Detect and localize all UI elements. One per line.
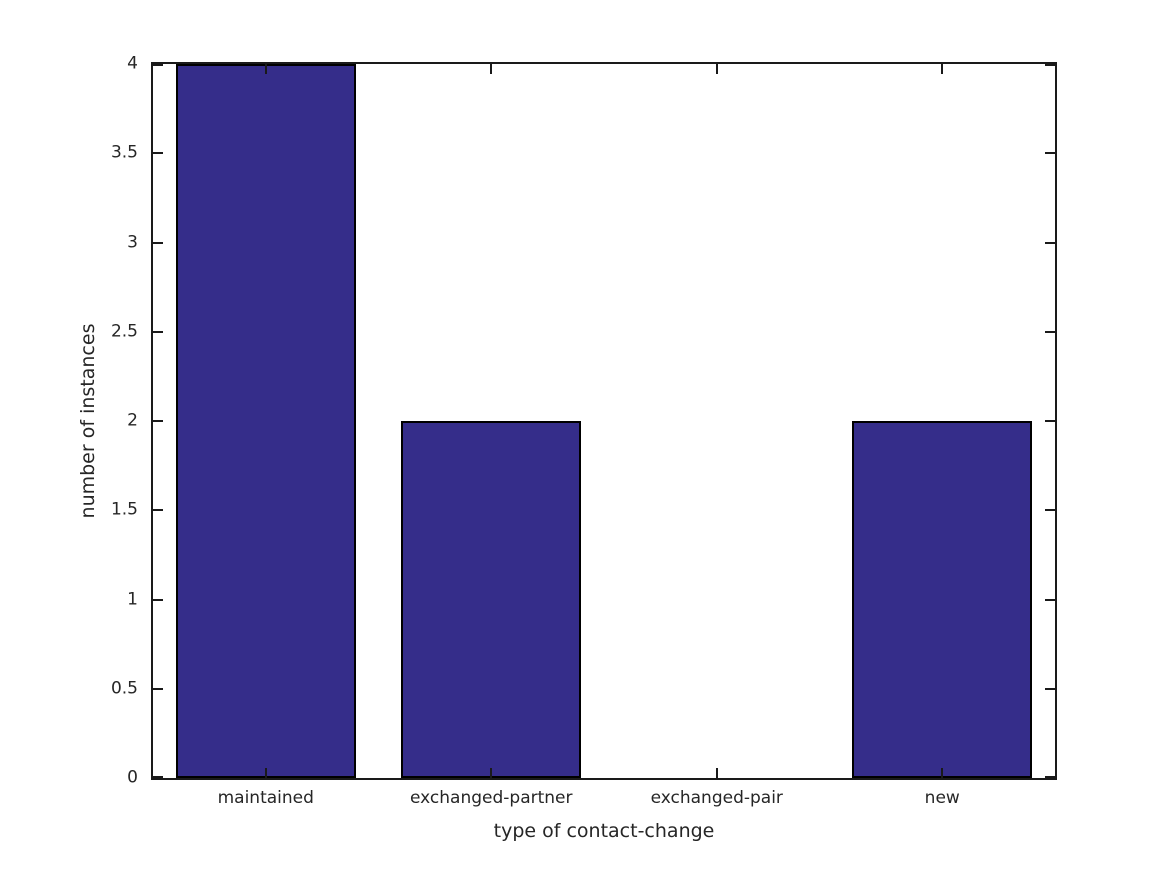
y-tick-mark [1045, 64, 1055, 66]
y-tick-mark [1045, 152, 1055, 155]
y-tick-label: 1 [127, 589, 138, 609]
y-tick-mark [153, 64, 163, 66]
y-tick-mark [1045, 776, 1055, 778]
x-tick-mark [715, 64, 718, 74]
x-tick-mark [715, 768, 718, 778]
y-tick-mark [1045, 241, 1055, 244]
x-tick-label-exchanged-pair: exchanged-pair [650, 788, 783, 808]
y-tick-mark [1045, 509, 1055, 512]
x-axis-label: type of contact-change [493, 820, 715, 842]
y-tick-label: 1.5 [110, 499, 138, 520]
bar-exchanged-partner [401, 421, 582, 778]
y-tick-mark [153, 241, 163, 244]
y-tick-label: 0.5 [110, 678, 138, 699]
y-tick-label: 3.5 [110, 142, 138, 163]
y-tick-mark [153, 509, 163, 512]
y-tick-mark [153, 330, 163, 333]
y-tick-label: 0 [127, 767, 138, 788]
y-tick-label: 2 [127, 410, 138, 431]
x-tick-label-exchanged-partner: exchanged-partner [410, 788, 573, 808]
y-tick-mark [1045, 420, 1055, 422]
x-tick-mark [264, 768, 267, 778]
plot-area [151, 62, 1057, 780]
bar-maintained [175, 64, 356, 778]
y-tick-mark [153, 687, 163, 690]
bar-new [852, 421, 1033, 778]
x-tick-mark [941, 64, 944, 74]
y-tick-mark [153, 152, 163, 155]
y-tick-mark [153, 598, 163, 601]
y-tick-mark [153, 420, 163, 422]
x-tick-mark [941, 768, 944, 778]
y-tick-mark [1045, 330, 1055, 333]
x-tick-mark [490, 768, 493, 778]
x-tick-label-new: new [924, 788, 960, 808]
y-tick-mark [1045, 598, 1055, 601]
y-tick-label: 4 [127, 53, 138, 74]
y-tick-label: 3 [127, 232, 138, 252]
y-tick-label: 2.5 [110, 321, 138, 342]
y-tick-mark [1045, 687, 1055, 690]
x-tick-mark [264, 64, 267, 74]
x-tick-label-maintained: maintained [217, 788, 314, 808]
x-tick-mark [490, 64, 493, 74]
y-tick-mark [153, 776, 163, 778]
